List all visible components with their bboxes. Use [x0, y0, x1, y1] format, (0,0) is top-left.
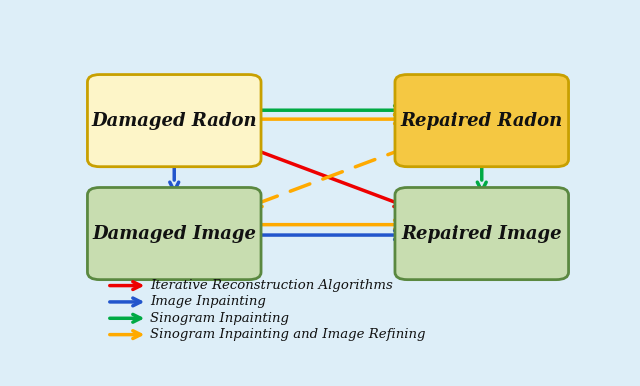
Text: Image Inpainting: Image Inpainting — [150, 295, 266, 308]
Text: Repaired Image: Repaired Image — [401, 225, 562, 242]
FancyBboxPatch shape — [395, 188, 568, 279]
Text: Damaged Image: Damaged Image — [92, 225, 256, 242]
Text: Sinogram Inpainting: Sinogram Inpainting — [150, 312, 289, 325]
Text: Sinogram Inpainting and Image Refining: Sinogram Inpainting and Image Refining — [150, 328, 426, 341]
FancyBboxPatch shape — [88, 74, 261, 167]
FancyBboxPatch shape — [88, 188, 261, 279]
Text: Damaged Radon: Damaged Radon — [92, 112, 257, 130]
Text: Iterative Reconstruction Algorithms: Iterative Reconstruction Algorithms — [150, 279, 393, 292]
FancyBboxPatch shape — [395, 74, 568, 167]
Text: Repaired Radon: Repaired Radon — [401, 112, 563, 130]
